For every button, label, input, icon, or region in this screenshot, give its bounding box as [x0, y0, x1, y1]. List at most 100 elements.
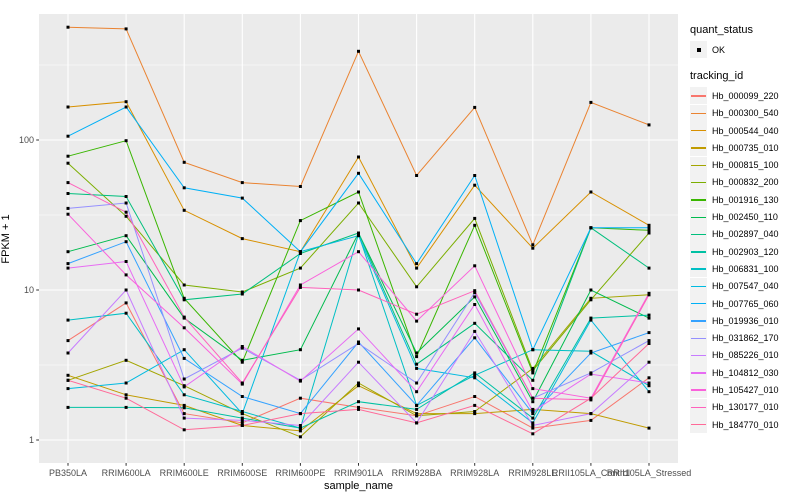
legend-entry: Hb_085226_010	[690, 346, 800, 364]
data-point	[182, 326, 186, 330]
legend-key-box	[690, 364, 707, 382]
x-tick-label: RRII105LA_Stressed	[606, 468, 692, 478]
data-point	[531, 387, 535, 391]
data-point	[66, 373, 70, 377]
legend-tracking-entries: Hb_000099_220 Hb_000300_540 Hb_000544_040 H…	[690, 87, 800, 434]
series-color-line-icon	[691, 95, 706, 97]
data-point	[66, 25, 70, 29]
data-point	[415, 390, 419, 394]
series-color-line-icon	[691, 251, 706, 253]
legend-entry: Hb_184770_010	[690, 416, 800, 434]
legend: quant_status OK tracking_id Hb_000099_22…	[690, 24, 800, 434]
data-point	[531, 426, 535, 430]
data-point	[647, 266, 651, 270]
data-point	[298, 185, 302, 188]
legend-entry-label: Hb_002897_040	[712, 229, 779, 240]
legend-entry-label: Hb_007765_060	[712, 298, 779, 309]
data-point	[124, 260, 128, 263]
series-color-line-icon	[691, 354, 706, 357]
data-point	[589, 288, 593, 292]
data-point	[124, 195, 128, 198]
legend-entry-label: OK	[712, 44, 726, 55]
point-marker-icon	[697, 48, 701, 52]
y-tick-label: 100	[18, 134, 34, 145]
y-axis-title: FPKM + 1	[0, 214, 12, 264]
data-point	[298, 429, 302, 433]
legend-entry-label: Hb_000544_040	[712, 125, 779, 136]
data-point	[298, 348, 302, 352]
data-point	[240, 196, 244, 200]
data-point	[647, 316, 651, 320]
data-point	[357, 49, 360, 53]
data-point	[66, 161, 70, 165]
data-point	[531, 416, 535, 420]
data-point	[298, 250, 302, 254]
data-point	[647, 376, 651, 380]
x-tick-label: RRIM600PE	[275, 468, 326, 478]
legend-key-box	[690, 41, 707, 59]
x-tick-label: PB350LA	[48, 468, 88, 478]
data-point	[66, 206, 70, 210]
data-point	[182, 298, 186, 302]
data-point	[531, 424, 535, 427]
legend-key-box	[690, 139, 707, 157]
data-point	[531, 348, 535, 352]
data-point	[124, 234, 128, 238]
data-point	[357, 190, 360, 194]
data-point	[66, 134, 70, 138]
data-point	[298, 252, 302, 255]
series-color-line-icon	[691, 112, 706, 115]
data-point	[124, 27, 128, 31]
series-color-line-icon	[691, 424, 706, 426]
data-point	[473, 295, 477, 299]
data-point	[240, 237, 244, 241]
data-point	[240, 181, 244, 185]
data-point	[182, 393, 186, 397]
data-point	[298, 435, 302, 439]
data-point	[415, 366, 419, 370]
data-point	[473, 264, 477, 268]
data-point	[182, 412, 186, 416]
data-point	[473, 403, 477, 407]
legend-key-box	[690, 191, 707, 209]
legend-entry: Hb_002897_040	[690, 225, 800, 243]
data-point	[357, 360, 360, 364]
x-tick-label: RRII105LA_Control	[551, 468, 630, 478]
legend-entry: Hb_000099_220	[690, 87, 800, 105]
legend-key-box	[690, 122, 707, 140]
data-point	[415, 414, 419, 418]
data-point	[531, 400, 535, 404]
data-point	[357, 327, 360, 331]
data-point	[357, 171, 360, 175]
data-point	[240, 418, 244, 422]
data-point	[124, 301, 128, 305]
x-tick-label: RRIM901LA	[333, 468, 384, 478]
data-point	[531, 246, 535, 250]
data-point	[589, 396, 593, 400]
data-point	[240, 395, 244, 398]
legend-entry: Hb_000735_010	[690, 139, 800, 157]
data-point	[647, 390, 651, 394]
legend-entry-label: Hb_184770_010	[712, 419, 779, 430]
data-point	[182, 416, 186, 420]
data-point	[647, 339, 651, 343]
legend-entry: Hb_104812_030	[690, 364, 800, 382]
legend-key-box	[690, 243, 707, 261]
data-point	[531, 371, 535, 375]
legend-key-box	[690, 416, 707, 434]
data-point	[357, 342, 360, 345]
data-point	[298, 266, 302, 270]
data-point	[66, 351, 70, 355]
data-point	[473, 105, 477, 109]
legend-entry: Hb_031862_170	[690, 329, 800, 347]
series-color-line-icon	[691, 268, 706, 270]
data-point	[473, 289, 477, 293]
legend-key-box	[690, 173, 707, 191]
x-tick-label: RRIM928LA	[450, 468, 500, 478]
series-color-line-icon	[691, 199, 706, 201]
data-point	[124, 358, 128, 362]
x-tick-label: RRIM928BA	[391, 468, 442, 478]
data-point	[357, 234, 360, 238]
data-point	[531, 432, 535, 436]
